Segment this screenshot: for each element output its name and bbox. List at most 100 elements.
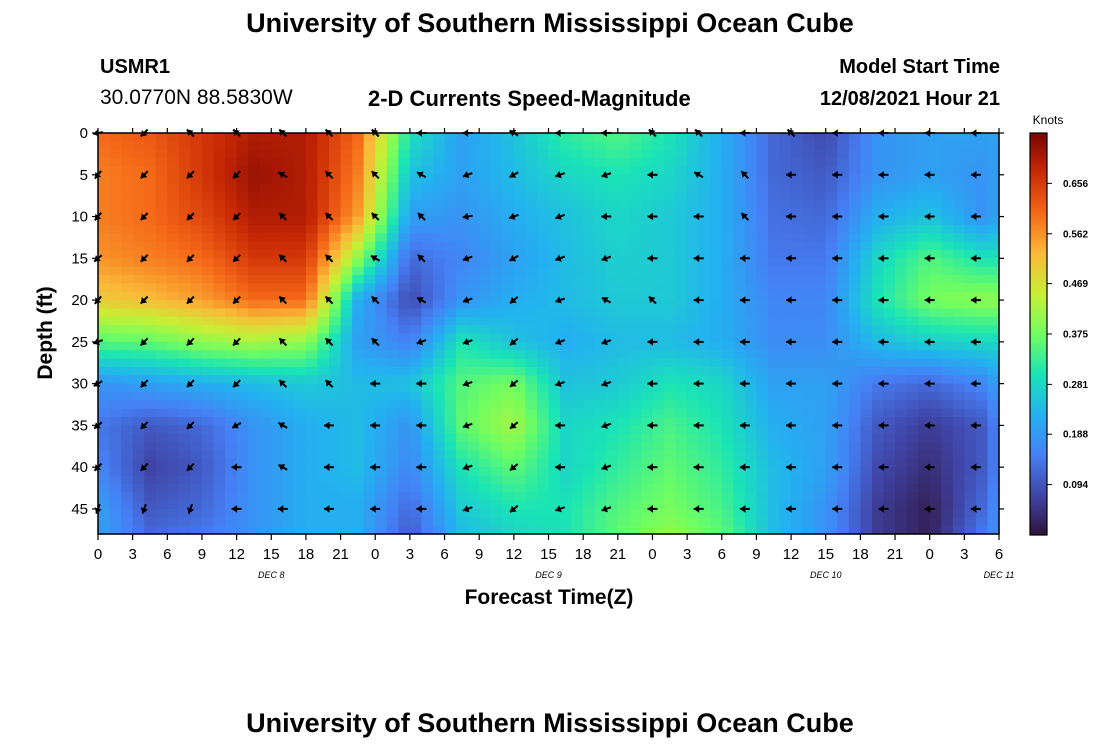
- heatmap-cell: [687, 291, 700, 301]
- heatmap-cell: [721, 208, 734, 218]
- heatmap-cell: [802, 249, 815, 259]
- heatmap-cell: [987, 350, 1000, 360]
- current-arrow: [416, 421, 427, 430]
- heatmap-cell: [282, 458, 295, 468]
- heatmap-cell: [987, 375, 1000, 385]
- heatmap-cell: [975, 467, 989, 477]
- heatmap-cell: [375, 158, 388, 168]
- heatmap-cell: [190, 391, 203, 401]
- heatmap-cell: [167, 316, 180, 326]
- heatmap-cell: [155, 141, 168, 151]
- heatmap-cell: [814, 400, 827, 410]
- heatmap-cell: [375, 450, 388, 460]
- heatmap-cell: [560, 233, 573, 243]
- heatmap-cell: [398, 375, 411, 385]
- heatmap-cell: [386, 391, 399, 401]
- heatmap-cell: [98, 166, 111, 176]
- heatmap-cell: [941, 417, 954, 426]
- heatmap-cell: [883, 174, 896, 184]
- heatmap-cell: [513, 191, 526, 201]
- heatmap-cell: [271, 300, 284, 310]
- heatmap-cell: [363, 525, 376, 535]
- heatmap-cell: [225, 283, 238, 293]
- heatmap-cell: [155, 433, 168, 443]
- heatmap-cell: [987, 174, 1000, 184]
- heatmap-cell: [871, 442, 885, 452]
- heatmap-cell: [525, 291, 538, 301]
- heatmap-cell: [560, 266, 573, 276]
- heatmap-cell: [271, 417, 284, 426]
- heatmap-cell: [536, 308, 550, 318]
- heatmap-cell: [987, 141, 1000, 151]
- heatmap-cell: [363, 358, 376, 368]
- heatmap-cell: [779, 475, 792, 485]
- heatmap-cell: [225, 133, 238, 142]
- heatmap-cell: [467, 283, 480, 293]
- heatmap-cell: [825, 400, 838, 410]
- heatmap-cell: [710, 183, 723, 193]
- heatmap-cell: [895, 475, 908, 485]
- heatmap-cell: [640, 433, 654, 443]
- heatmap-cell: [779, 249, 792, 259]
- heatmap-cell: [121, 224, 134, 234]
- heatmap-cell: [952, 183, 965, 193]
- heatmap-cell: [710, 133, 723, 142]
- heatmap-cell: [583, 316, 596, 326]
- heatmap-cell: [629, 183, 642, 193]
- heatmap-cell: [964, 467, 977, 477]
- heatmap-cell: [941, 383, 954, 393]
- heatmap-cell: [248, 350, 261, 360]
- heatmap-cell: [294, 517, 307, 527]
- current-arrow: [278, 295, 288, 305]
- heatmap-cell: [236, 492, 249, 502]
- heatmap-cell: [432, 133, 446, 142]
- heatmap-cell: [444, 249, 457, 259]
- heatmap-cell: [317, 208, 330, 218]
- heatmap-cell: [213, 366, 226, 376]
- heatmap-cell: [767, 366, 781, 376]
- heatmap-cell: [975, 483, 989, 493]
- heatmap-cell: [791, 275, 804, 284]
- heatmap-cell: [929, 341, 942, 351]
- heatmap-cell: [871, 275, 885, 284]
- heatmap-cell: [975, 442, 989, 452]
- heatmap-cell: [964, 258, 977, 268]
- heatmap-cell: [294, 442, 307, 452]
- heatmap-cell: [860, 417, 873, 426]
- heatmap-cell: [687, 166, 700, 176]
- heatmap-cell: [837, 208, 850, 218]
- heatmap-cell: [687, 492, 700, 502]
- heatmap-cell: [213, 283, 226, 293]
- heatmap-cell: [779, 300, 792, 310]
- heatmap-cell: [329, 141, 342, 151]
- heatmap-cell: [710, 241, 723, 251]
- heatmap-cell: [167, 408, 180, 418]
- heatmap-cell: [282, 358, 295, 368]
- heatmap-cell: [155, 358, 168, 368]
- page-title: University of Southern Mississippi Ocean…: [246, 8, 854, 38]
- heatmap-cell: [756, 366, 769, 376]
- heatmap-cell: [929, 224, 942, 234]
- heatmap-cell: [952, 475, 965, 485]
- heatmap-cell: [352, 450, 365, 460]
- heatmap-cell: [767, 199, 781, 209]
- heatmap-cell: [675, 375, 688, 385]
- heatmap-cell: [144, 216, 157, 226]
- heatmap-cell: [432, 475, 446, 485]
- heatmap-cell: [132, 517, 145, 527]
- heatmap-cell: [225, 316, 238, 326]
- heatmap-cell: [617, 316, 630, 326]
- heatmap-cell: [652, 199, 665, 209]
- heatmap-cell: [178, 300, 192, 310]
- heatmap-cell: [490, 500, 503, 510]
- heatmap-cell: [767, 383, 781, 393]
- heatmap-cell: [340, 366, 353, 376]
- heatmap-cell: [883, 183, 896, 193]
- heatmap-cell: [871, 166, 885, 176]
- heatmap-cell: [767, 216, 781, 226]
- heatmap-cell: [848, 467, 861, 477]
- heatmap-cell: [964, 208, 977, 218]
- heatmap-cell: [248, 291, 261, 301]
- heatmap-cell: [363, 183, 376, 193]
- heatmap-cell: [132, 417, 145, 426]
